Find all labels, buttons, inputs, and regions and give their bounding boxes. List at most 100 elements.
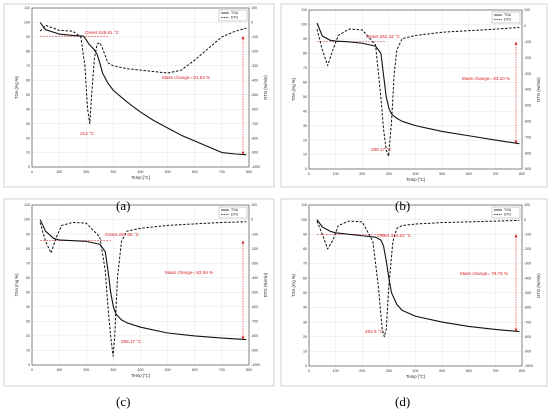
panel-frame: [280, 3, 548, 188]
chart-panel-4: 0 100 200 300 400 500 600 700 800010203040506070…: [280, 198, 548, 387]
panel-frame: [3, 3, 275, 188]
y-tick-label: 50: [26, 290, 30, 294]
mass-change-arrowhead: [241, 151, 245, 155]
y-tick-label: 40: [26, 305, 30, 309]
mass-change-arrowhead: [241, 336, 245, 340]
plot-area: [308, 9, 523, 170]
y-tick-label: 90: [26, 35, 30, 39]
y2-tick-label: -800: [524, 151, 531, 155]
y2-tick-label: -500: [524, 104, 531, 108]
y-tick-label: 80: [303, 247, 307, 251]
y-tick-label: 50: [303, 291, 307, 295]
mass-change-arrowhead: [514, 234, 518, 238]
y2-tick-label: -100: [524, 232, 531, 236]
annotation-label: Onset 314.63 °C: [377, 233, 412, 238]
y-tick-label: 110: [301, 203, 307, 207]
y-tick-label: 30: [303, 124, 307, 128]
x-tick-label: 400: [413, 369, 419, 373]
annotation-label: 299.17 °C: [121, 339, 142, 344]
y-tick-label: 20: [303, 138, 307, 142]
y2-tick-label: -700: [251, 122, 258, 126]
y2-tick-label: -600: [251, 107, 258, 111]
y2-tick-label: -400: [524, 276, 531, 280]
y2-tick-label: -100: [251, 35, 258, 39]
mass-change-arrowhead: [241, 240, 245, 244]
y-tick-label: 70: [303, 66, 307, 70]
x-tick-label: 500: [439, 172, 445, 176]
series-line-tga: [316, 22, 520, 145]
y2-tick-label: -500: [251, 290, 258, 294]
y-axis-label: TGA (mg %): [291, 77, 296, 101]
x-tick-label: 600: [466, 369, 472, 373]
y-tick-label: 100: [301, 218, 307, 222]
y2-tick-label: -1000: [251, 363, 260, 367]
x-tick-label: 600: [466, 172, 472, 176]
y2-tick-label: -800: [251, 334, 258, 338]
x-tick-label: 500: [165, 170, 171, 174]
y2-tick-label: -100: [251, 232, 258, 236]
mass-change-arrowhead: [514, 328, 518, 332]
x-tick-label: 300: [386, 369, 392, 373]
x-tick-label: 0: [308, 369, 310, 373]
x-tick-label: 200: [359, 172, 365, 176]
y2-tick-label: 0: [524, 218, 526, 222]
series-line-tga: [39, 22, 247, 156]
series-line-tga: [316, 219, 520, 333]
chart-panel-3: 0 100 200 300 400 500 600 700 800010203040506070…: [3, 198, 275, 387]
y-tick-label: 40: [303, 109, 307, 113]
series-line-dtg: [316, 26, 520, 157]
x-tick-label: 0: [31, 170, 33, 174]
annotation-label: Onset 249.81 °C: [85, 30, 120, 35]
x-axis-label: Temp [°C]: [131, 373, 149, 378]
y2-tick-label: -900: [251, 151, 258, 155]
y2-tick-label: -900: [524, 167, 531, 171]
x-tick-label: 500: [439, 369, 445, 373]
x-tick-label: 100: [56, 368, 62, 372]
legend-entry-tga: TGA: [504, 208, 512, 212]
mass-change-arrowhead: [241, 36, 245, 40]
x-tick-label: 0: [31, 368, 33, 372]
y-tick-label: 90: [303, 37, 307, 41]
y2-tick-label: -400: [251, 276, 258, 280]
y2-tick-label: -1000: [251, 165, 260, 169]
y-tick-label: 60: [26, 78, 30, 82]
y-tick-label: 110: [24, 203, 30, 207]
x-tick-label: 600: [192, 368, 198, 372]
x-tick-label: 700: [219, 170, 225, 174]
y2-tick-label: -500: [251, 93, 258, 97]
y-tick-label: 50: [303, 95, 307, 99]
x-tick-label: 400: [413, 172, 419, 176]
legend-entry-tga: TGA: [504, 13, 512, 17]
x-tick-label: 700: [492, 172, 498, 176]
y-tick-label: 100: [301, 23, 307, 27]
y-tick-label: 30: [26, 320, 30, 324]
y-tick-label: 80: [26, 50, 30, 54]
y-tick-label: 40: [26, 107, 30, 111]
annotation-label: Mass change= 82.59 %: [165, 270, 213, 275]
x-tick-label: 800: [519, 369, 525, 373]
y2-tick-label: -800: [524, 335, 531, 339]
annotation-label: 299.17 °C: [371, 147, 392, 152]
annotation-label: Onset 262.43 °C: [366, 34, 401, 39]
y-tick-label: 70: [303, 262, 307, 266]
annotation-label: 283.5 °C: [365, 329, 384, 334]
y-tick-label: 110: [301, 8, 307, 12]
y-tick-label: 10: [303, 153, 307, 157]
x-tick-label: 0: [308, 172, 310, 176]
x-axis-label: Temp [°C]: [406, 374, 424, 379]
legend-box: [218, 206, 248, 219]
y-tick-label: 10: [26, 151, 30, 155]
legend-entry-dtg: DTG: [504, 213, 512, 217]
panel-label-b: (b): [395, 198, 411, 213]
y2-axis-label: DTG (%/min): [263, 75, 268, 100]
y2-tick-label: 0: [251, 21, 253, 25]
y2-tick-label: -700: [524, 320, 531, 324]
y-tick-label: 10: [303, 350, 307, 354]
x-tick-label: 700: [492, 369, 498, 373]
y-axis-label: TGA (mg %): [291, 273, 296, 297]
annotation-label: Mass change= 91.53 %: [162, 75, 210, 80]
y-axis-label: TGA (mg %): [14, 75, 19, 99]
y-tick-label: 70: [26, 261, 30, 265]
